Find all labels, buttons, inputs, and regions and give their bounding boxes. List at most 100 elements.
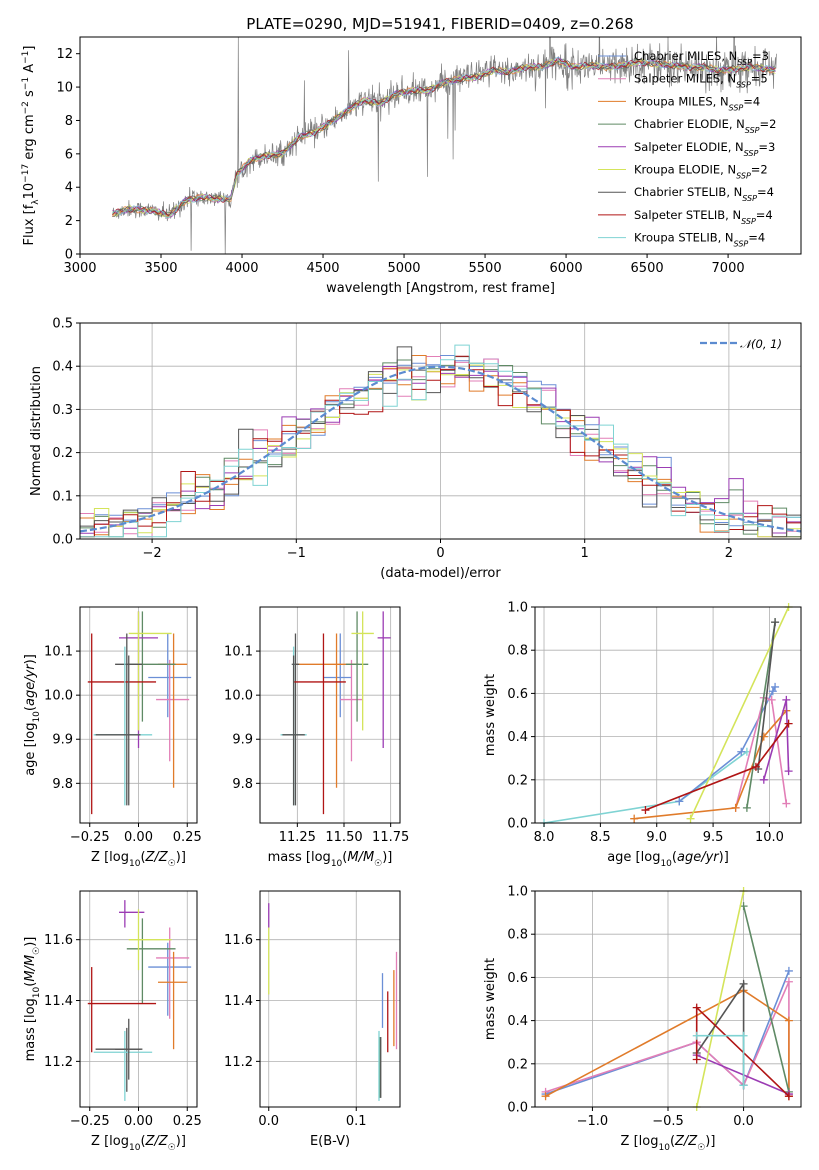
plot-content — [87, 611, 192, 815]
x-axis-label: Z [log10(Z/Z☉)] — [91, 850, 186, 869]
label-part: ☉ — [168, 859, 176, 869]
y-tick-label: 1.0 — [507, 885, 528, 900]
y-tick-label: 2 — [65, 214, 73, 229]
y-axis-label: Flux [fλ10−17 erg cm−2 s−1 A−1] — [21, 46, 41, 246]
legend-entry: Salpeter ELODIE, NSSP=3 — [634, 140, 775, 158]
label-part: Flux [f — [22, 204, 37, 245]
y-tick-label: 11.6 — [224, 933, 253, 948]
plus-marker — [784, 977, 793, 986]
series-line — [742, 905, 790, 1093]
plus-marker — [692, 1031, 701, 1040]
mass-vs-ebv-panel: 0.0 0.1 11.2 11.4 11.6 E(B-V) — [224, 890, 401, 1149]
errorbar-point-7 — [87, 967, 157, 1053]
y-tick-label: 0 — [65, 248, 73, 263]
x-tick-label: 0.00 — [124, 830, 153, 845]
legend-nssp: =4 — [748, 231, 765, 245]
y-tick-label: 11.4 — [44, 994, 73, 1009]
x-tick-label: 0.25 — [173, 830, 202, 845]
axes: −2 −1 0 1 2 0.0 0.1 0.2 0.3 0.4 0.5 (data-model)/er… — [29, 317, 802, 581]
legend-sub: SSP — [736, 80, 751, 89]
x-axis-label: wavelength [Angstrom, rest frame] — [326, 281, 555, 296]
x-tick-label: 3000 — [63, 261, 96, 276]
errorbar-point-3 — [126, 918, 176, 1004]
weight-series-8 — [692, 1031, 748, 1090]
weight-series-0 — [540, 747, 751, 827]
legend-nssp: =2 — [760, 117, 777, 131]
label-part: )] — [382, 850, 392, 865]
y-tick-label: 9.8 — [52, 777, 73, 792]
plot-content — [87, 900, 192, 1101]
label-part: )] — [23, 654, 38, 664]
plus-marker — [742, 803, 751, 812]
plot-content — [268, 903, 398, 1101]
y-tick-label: 11.2 — [44, 1055, 73, 1070]
residual-histogram-panel: −2 −1 0 1 2 0.0 0.1 0.2 0.3 0.4 0.5 (data-model)/er… — [29, 317, 802, 581]
y-tick-label: 0.6 — [507, 687, 528, 702]
plot-content — [280, 611, 391, 815]
plus-marker — [751, 762, 760, 771]
label-part: ( — [140, 850, 145, 865]
errorbar-point-1 — [156, 659, 190, 762]
errorbar-point-1 — [156, 927, 190, 1019]
legend-entry: 𝒩(0, 1) — [740, 337, 782, 351]
label-part: ] — [22, 46, 37, 51]
x-tick-label: 1 — [581, 546, 589, 561]
legend-sub: SSP — [741, 216, 756, 225]
axes: 11.25 11.50 11.75 9.8 9.9 10.0 10.1 mass [log10… — [224, 606, 409, 869]
y-tick-label: 0.2 — [52, 446, 73, 461]
legend-entry: Kroupa STELIB, NSSP=4 — [634, 231, 765, 249]
label-part: mass [log — [23, 998, 38, 1061]
weight-series-3 — [739, 902, 793, 1096]
label-part: 10 — [32, 711, 42, 723]
legend-model-name: Kroupa ELODIE, N — [634, 163, 736, 177]
errorbar-point-1 — [340, 659, 363, 762]
massweight-vs-age-panel: 8.0 8.5 9.0 9.5 10.0 0.0 0.2 0.4 0.6 0.8 1.0 age [l… — [483, 601, 802, 869]
plus-marker — [541, 1092, 550, 1101]
x-tick-label: 5500 — [469, 261, 502, 276]
label-part: −2 — [21, 101, 31, 114]
x-tick-label: −1.0 — [577, 1114, 609, 1129]
label-part: 10 — [129, 859, 141, 869]
plus-marker — [692, 1003, 701, 1012]
weight-series-7 — [692, 1003, 793, 1101]
label-part: Z/Z — [145, 850, 169, 865]
x-tick-label: 9.0 — [646, 830, 667, 845]
y-tick-label: 10.1 — [224, 645, 253, 660]
y-tick-label: 0.3 — [52, 403, 73, 418]
legend-model-name: Kroupa MILES, N — [634, 94, 729, 108]
series-line — [757, 622, 776, 770]
plus-marker — [767, 695, 776, 704]
weight-series-8 — [641, 719, 793, 815]
x-tick-label: 6500 — [631, 261, 664, 276]
label-part: ☉ — [168, 1143, 176, 1153]
y-tick-label: 9.9 — [232, 733, 253, 748]
y-tick-label: 12 — [56, 47, 73, 62]
y-tick-label: 1.0 — [507, 601, 528, 616]
x-axis-label: (data-model)/error — [380, 566, 501, 581]
plot-content — [112, 37, 777, 254]
label-part: Z/Z — [145, 1134, 169, 1149]
legend-nssp: =5 — [751, 72, 768, 86]
legend-model-name: Kroupa STELIB, N — [634, 231, 734, 245]
plus-marker — [784, 966, 793, 975]
y-axis-label: mass [log10(M/M☉)] — [23, 937, 42, 1062]
plus-marker — [630, 814, 639, 823]
label-part: )] — [719, 850, 729, 865]
label-part: erg cm — [22, 114, 37, 163]
label-part: age [log — [23, 723, 38, 776]
series-line — [734, 696, 788, 809]
residual-histogram-8 — [80, 344, 801, 538]
label-part: ( — [342, 850, 347, 865]
label-part: A — [22, 64, 37, 77]
errorbar-point-7 — [87, 633, 157, 815]
y-tick-label: 9.9 — [52, 733, 73, 748]
y-axis-label: age [log10(age/yr)] — [23, 654, 42, 776]
y-tick-label: 11.2 — [224, 1055, 253, 1070]
plus-marker — [782, 695, 791, 704]
axes-frame — [259, 606, 401, 824]
spectrum-panel: 3000 3500 4000 4500 5000 5500 6000 6500 7000 0 2 4 6… — [21, 36, 802, 296]
y-tick-label: 0.6 — [507, 971, 528, 986]
x-tick-label: 2 — [725, 546, 733, 561]
x-tick-label: 0 — [436, 546, 444, 561]
